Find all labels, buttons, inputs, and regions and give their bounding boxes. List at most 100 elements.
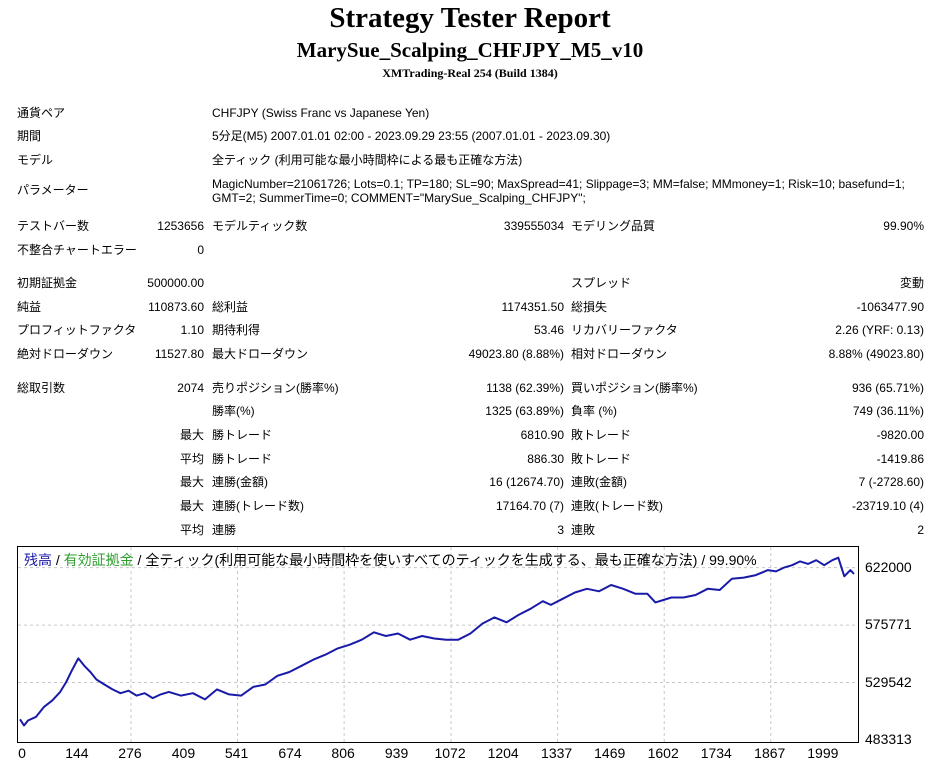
- bars-value: 1253656: [157, 219, 204, 233]
- avg-consec-losses-value: 2: [917, 523, 924, 537]
- gross-profit-value: 1174351.50: [501, 300, 564, 314]
- recovery-factor-label: リカバリーファクタ: [571, 323, 678, 337]
- max-drawdown-label: 最大ドローダウン: [212, 347, 309, 361]
- model-label: モデル: [17, 153, 54, 167]
- deposit-label: 初期証拠金: [17, 276, 78, 290]
- max-consec-wins-value: 16 (12674.70): [489, 475, 564, 489]
- x-tick-label: 674: [278, 745, 302, 761]
- caption-model: / 全ティック(利用可能な最小時間枠を使いすべてのティックを生成する、最も正確な…: [133, 552, 757, 568]
- avg-win-label: 勝トレード: [212, 452, 273, 466]
- symbol-value: CHFJPY (Swiss Franc vs Japanese Yen): [212, 106, 430, 120]
- x-tick-label: 1337: [541, 745, 573, 761]
- x-tick-label: 1867: [754, 745, 786, 761]
- win-rate-value: 1325 (63.89%): [485, 404, 564, 418]
- deposit-value: 500000.00: [147, 276, 204, 290]
- x-tick-label: 939: [384, 745, 409, 761]
- abs-drawdown-label: 絶対ドローダウン: [17, 347, 114, 361]
- short-positions-value: 1138 (62.39%): [486, 381, 564, 395]
- chart-caption: 残高 / 有効証拠金 / 全ティック(利用可能な最小時間枠を使いすべてのティック…: [24, 552, 757, 568]
- avg-prefix-2: 平均: [179, 523, 204, 537]
- quality-value: 99.90%: [883, 219, 924, 233]
- long-positions-value: 936 (65.71%): [851, 381, 924, 395]
- loss-rate-label: 負率 (%): [571, 404, 617, 418]
- y-tick-label: 483313: [865, 731, 912, 747]
- period-value: 5分足(M5) 2007.01.01 02:00 - 2023.09.29 23…: [212, 129, 611, 143]
- max-drawdown-value: 49023.80 (8.88%): [468, 347, 564, 361]
- spread-value: 変動: [899, 276, 924, 290]
- win-rate-label: 勝率(%): [212, 404, 255, 418]
- rel-drawdown-label: 相対ドローダウン: [571, 347, 668, 361]
- model-value: 全ティック (利用可能な最小時間枠による最も正確な方法): [212, 153, 523, 167]
- max-consec-wins-label: 連勝(金額): [212, 475, 268, 489]
- x-tick-label: 806: [331, 745, 355, 761]
- avg-consec-wins-value: 3: [557, 523, 564, 537]
- ea-name: MarySue_Scalping_CHFJPY_M5_v10: [296, 38, 644, 62]
- bars-label: テストバー数: [17, 219, 90, 233]
- rel-drawdown-value: 8.88% (49023.80): [828, 347, 924, 361]
- x-tick-label: 1469: [594, 745, 626, 761]
- max-consec-profit-label: 連勝(トレード数): [212, 499, 304, 513]
- balance-chart-plot: [18, 547, 858, 742]
- symbol-label: 通貨ペア: [17, 106, 66, 120]
- x-tick-label: 0: [18, 745, 26, 761]
- gross-loss-value: -1063477.90: [856, 300, 924, 314]
- ticks-label: モデルティック数: [212, 219, 308, 233]
- avg-win-value: 886.30: [527, 452, 564, 466]
- expected-payoff-value: 53.46: [533, 323, 564, 337]
- long-positions-label: 買いポジション(勝率%): [571, 381, 698, 395]
- short-positions-label: 売りポジション(勝率%): [212, 381, 339, 395]
- params-value: MagicNumber=21061726; Lots=0.1; TP=180; …: [212, 177, 905, 205]
- server-info: XMTrading-Real 254 (Build 1384): [382, 66, 558, 80]
- x-tick-label: 144: [65, 745, 89, 761]
- max-consec-losses-label: 連敗(金額): [571, 475, 627, 489]
- avg-loss-value: -1419.86: [876, 452, 924, 466]
- largest-loss-value: -9820.00: [876, 428, 924, 442]
- abs-drawdown-value: 11527.80: [154, 347, 204, 361]
- ticks-value: 339555034: [503, 219, 564, 233]
- net-profit-value: 110873.60: [148, 300, 204, 314]
- mismatch-label: 不整合チャートエラー: [17, 243, 137, 257]
- expected-payoff-label: 期待利得: [212, 323, 261, 337]
- y-tick-label: 575771: [865, 616, 912, 633]
- net-profit-label: 純益: [17, 300, 42, 314]
- max-prefix-1: 最大: [179, 428, 204, 442]
- caption-balance: 残高: [24, 552, 52, 568]
- x-tick-label: 1072: [434, 745, 466, 761]
- avg-consec-wins-label: 連勝: [212, 523, 237, 537]
- loss-rate-value: 749 (36.11%): [852, 404, 924, 418]
- max-prefix-3: 最大: [179, 499, 204, 513]
- params-label: パラメーター: [17, 183, 89, 197]
- recovery-factor-value: 2.26 (YRF: 0.13): [835, 323, 924, 337]
- y-tick-label: 529542: [865, 673, 912, 690]
- total-trades-value: 2074: [177, 381, 204, 395]
- largest-win-value: 6810.90: [520, 428, 564, 442]
- largest-win-label: 勝トレード: [212, 428, 273, 442]
- max-consec-losses-value: 7 (-2728.60): [858, 475, 924, 489]
- x-tick-label: 409: [171, 745, 196, 761]
- x-tick-label: 1204: [487, 745, 519, 761]
- x-tick-label: 541: [224, 745, 249, 761]
- profit-factor-value: 1.10: [180, 323, 204, 337]
- avg-consec-losses-label: 連敗: [571, 523, 596, 537]
- x-tick-label: 1734: [700, 745, 732, 761]
- caption-equity: 有効証拠金: [63, 552, 134, 568]
- balance-line: [19, 556, 855, 727]
- total-trades-label: 総取引数: [17, 381, 66, 395]
- x-tick-label: 1602: [647, 745, 679, 761]
- profit-factor-label: プロフィットファクタ: [17, 323, 137, 337]
- mismatch-value: 0: [197, 243, 204, 257]
- gross-loss-label: 総損失: [571, 300, 608, 314]
- y-tick-label: 622000: [865, 558, 912, 575]
- avg-prefix-1: 平均: [179, 452, 204, 466]
- quality-label: モデリング品質: [571, 219, 656, 233]
- avg-loss-label: 敗トレード: [571, 452, 632, 466]
- period-label: 期間: [17, 129, 42, 143]
- report-title: Strategy Tester Report: [329, 2, 611, 34]
- spread-label: スプレッド: [571, 276, 632, 290]
- x-tick-label: 276: [118, 745, 142, 761]
- x-tick-label: 1999: [807, 745, 839, 761]
- balance-chart: 残高 / 有効証拠金 / 全ティック(利用可能な最小時間枠を使いすべてのティック…: [17, 546, 859, 743]
- gross-profit-label: 総利益: [212, 300, 249, 314]
- caption-separator: /: [52, 552, 64, 568]
- max-consec-loss-amount-label: 連敗(トレード数): [571, 499, 663, 513]
